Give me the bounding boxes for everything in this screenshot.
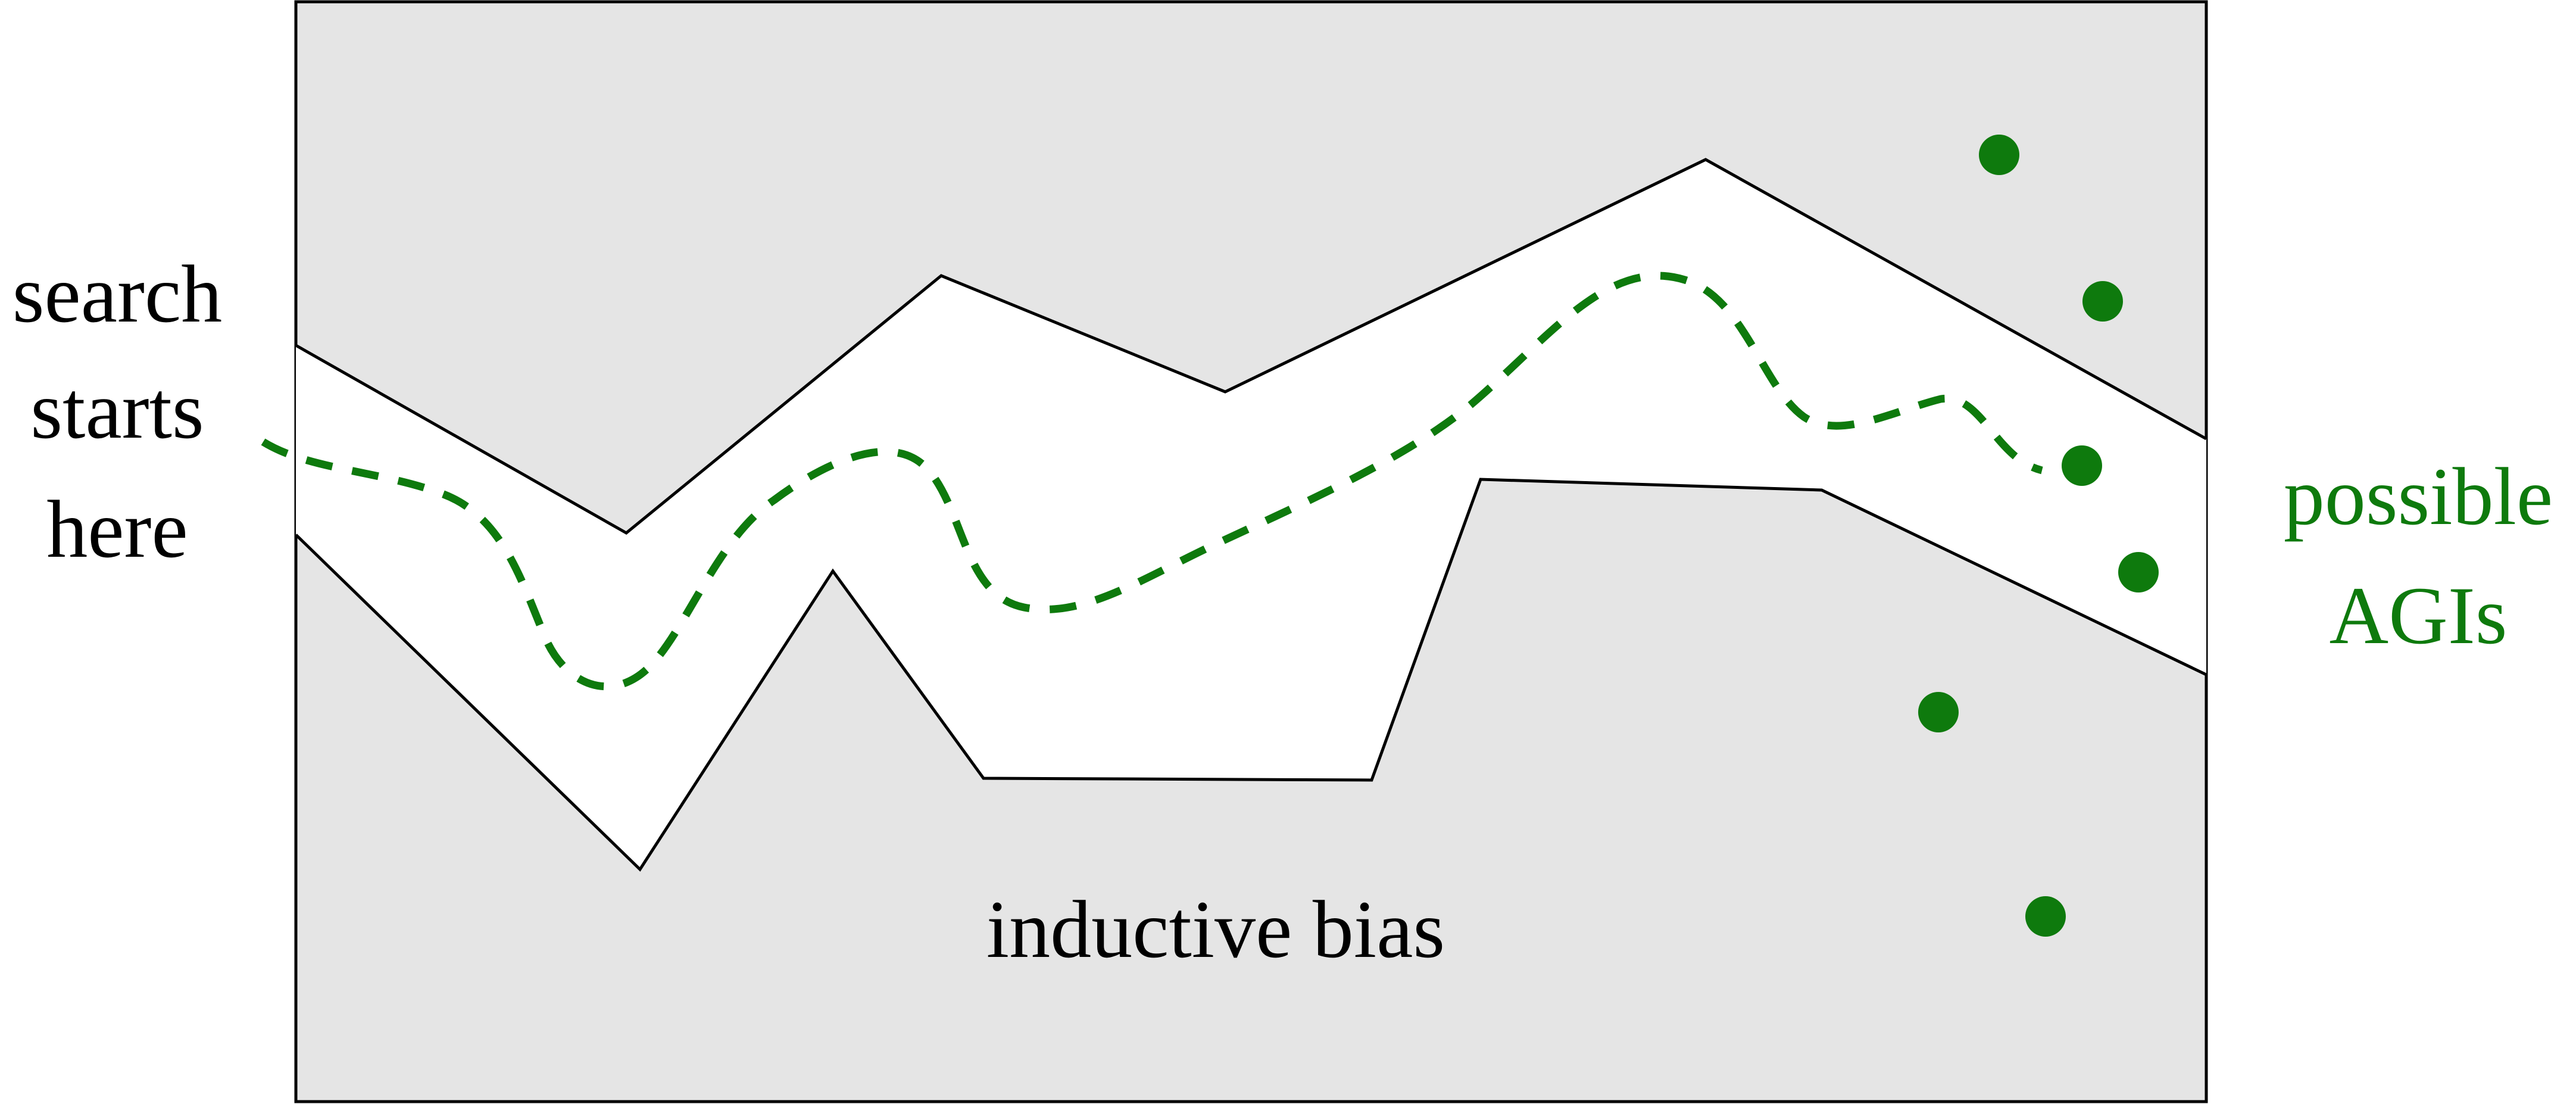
agi-dot bbox=[2118, 552, 2159, 592]
agi-dot bbox=[1979, 135, 2019, 175]
goal-label-line-1: possible bbox=[2284, 451, 2553, 542]
possible-agi-markers bbox=[1918, 135, 2159, 937]
upper-boundary bbox=[295, 158, 2207, 535]
agi-dot bbox=[2062, 445, 2102, 486]
agi-dot bbox=[1918, 692, 1959, 732]
search-corridor bbox=[296, 160, 2206, 869]
goal-label-line-2: AGIs bbox=[2330, 570, 2508, 661]
agi-dot bbox=[2025, 896, 2066, 937]
lower-boundary bbox=[295, 478, 2207, 872]
agi-dot bbox=[2082, 281, 2123, 322]
start-label-line-2: starts bbox=[30, 364, 204, 456]
start-label-line-3: here bbox=[46, 484, 188, 575]
start-label-line-1: search bbox=[13, 248, 222, 339]
inductive-bias-label: inductive bias bbox=[986, 884, 1445, 975]
